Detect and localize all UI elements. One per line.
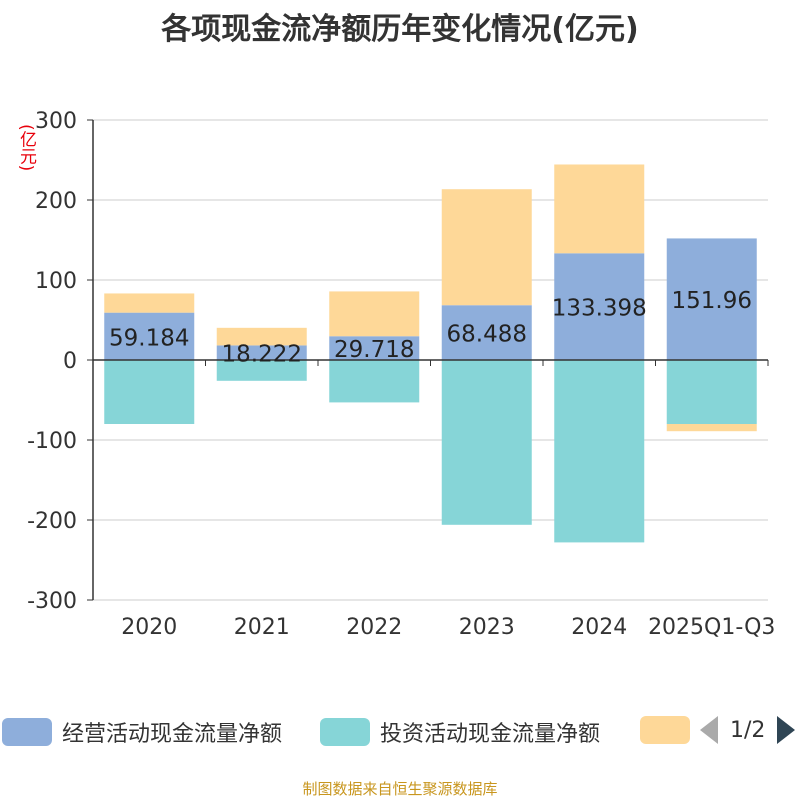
legend-item-investing[interactable]: 投资活动现金流量净额 [320,716,600,748]
bar-series-0 [554,253,645,360]
bar-series-1 [554,360,645,543]
x-tick-label: 2023 [459,615,515,640]
data-label: 18.222 [222,342,302,368]
data-label: 29.718 [334,337,414,363]
bar-series-2 [329,291,420,337]
chart-title: 各项现金流净额历年变化情况(亿元) [161,12,639,47]
legend-item-operating[interactable]: 经营活动现金流量净额 [2,716,282,748]
legend-item-financing[interactable] [640,716,700,744]
bar-series-1 [216,360,307,381]
y-tick-label: 100 [35,269,77,294]
y-tick-label: 0 [63,349,77,374]
x-tick-label: 2025Q1-Q3 [648,615,775,640]
x-tick-label: 2021 [234,615,290,640]
legend-label-investing: 投资活动现金流量净额 [380,722,601,747]
y-axis-unit-label: (亿元) [16,124,36,172]
x-tick-label: 2022 [346,615,402,640]
y-tick-label: -100 [27,429,77,454]
y-tick-label: -200 [27,509,77,534]
bar-series-2 [216,327,307,346]
legend-swatch-financing [640,716,690,744]
legend-pager: 1/2 [700,716,796,744]
bar-series-0 [441,305,532,360]
legend-page-indicator: 1/2 [730,717,766,743]
bar-series-0 [104,312,195,360]
bar-series-2 [441,189,532,306]
bar-series-2 [104,293,195,313]
data-label: 151.96 [672,288,752,314]
y-tick-label: 300 [35,109,77,134]
legend-swatch-operating [2,718,52,746]
legend-next-arrow-icon[interactable] [777,716,796,744]
legend: 经营活动现金流量净额 投资活动现金流量净额 1/2 [0,716,800,756]
bar-series-1 [329,360,420,403]
bar-series-1 [104,360,195,424]
bar-series-0 [216,345,307,360]
bar-series-2 [554,164,645,254]
data-label: 133.398 [552,296,647,322]
legend-swatch-investing [320,718,370,746]
data-label: 59.184 [109,325,189,351]
legend-label-operating: 经营活动现金流量净额 [62,722,283,747]
x-tick-label: 2020 [121,615,177,640]
y-tick-label: -300 [27,589,77,614]
source-note: 制图数据来自恒生聚源数据库 [302,780,498,798]
bar-series-2 [666,424,757,432]
axes: 300 200 100 0 -100 -200 -300 2020 2021 2022 2023 20… [27,109,775,640]
y-tick-label: 200 [35,189,77,214]
data-label: 68.488 [447,322,527,348]
bar-series [104,164,757,543]
bar-series-0 [329,336,420,360]
data-labels: 59.184 18.222 29.718 68.488 133.398 151.96 [109,288,752,367]
bar-series-0 [666,238,757,360]
legend-prev-arrow-icon[interactable] [700,716,718,744]
bar-series-1 [441,360,532,525]
x-tick-label: 2024 [571,615,627,640]
bar-series-1 [666,360,757,424]
